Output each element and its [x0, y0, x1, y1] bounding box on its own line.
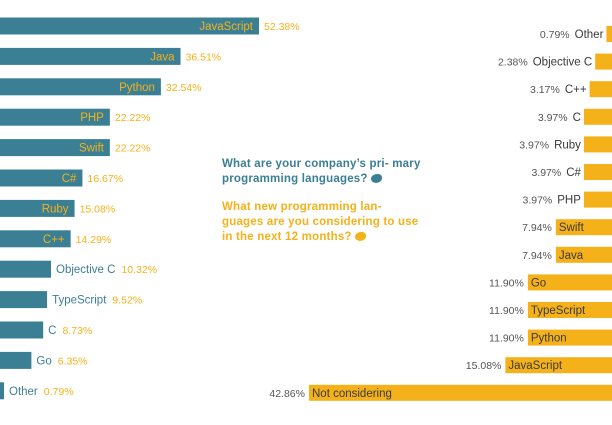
value-label-current-10: 8.73%: [62, 325, 92, 337]
value-label-new-3: 3.97%: [538, 112, 568, 124]
value-label-new-0: 0.79%: [540, 29, 570, 41]
bar-current-11: [0, 351, 32, 369]
bar-new-4: [583, 136, 612, 153]
question-current: What are your company’s pri- mary progra…: [222, 157, 422, 187]
bar-current-0: [0, 17, 259, 35]
twitter-bird-icon[interactable]: [354, 232, 366, 241]
category-label-new-10: TypeScript: [531, 305, 586, 317]
bar-new-5: [583, 164, 612, 180]
category-label-new-5: C#: [566, 167, 581, 179]
value-label-new-10: 11.90%: [489, 305, 524, 317]
value-label-new-6: 3.97%: [522, 195, 552, 207]
category-label-current-12: Other: [9, 386, 38, 398]
bar-new-10: [527, 302, 612, 318]
bar-new-11: [527, 329, 612, 346]
question-current-text: What are your company’s pri- mary progra…: [222, 158, 421, 185]
value-label-new-12: 15.08%: [466, 360, 502, 372]
value-label-current-12: 0.79%: [44, 386, 74, 398]
value-label-new-4: 3.97%: [519, 139, 549, 151]
category-label-new-13: Not considering: [312, 388, 392, 400]
category-label-current-11: Go: [36, 355, 51, 367]
bar-current-7: [0, 230, 71, 248]
bar-new-1: [595, 53, 612, 70]
category-label-current-9: TypeScript: [52, 295, 107, 307]
category-label-current-1: Java: [150, 51, 175, 63]
bar-current-3: [0, 108, 110, 126]
category-label-current-8: Objective C: [56, 264, 115, 276]
category-label-current-7: C++: [43, 234, 65, 246]
bar-current-9: [0, 291, 48, 309]
category-label-new-12: JavaScript: [508, 360, 562, 372]
bar-new-0: [606, 26, 612, 42]
bar-current-12: [0, 382, 4, 400]
category-label-current-6: Ruby: [42, 203, 69, 215]
value-label-new-13: 42.86%: [269, 388, 305, 400]
bar-new-7: [555, 219, 612, 236]
value-label-new-9: 11.90%: [489, 277, 524, 289]
category-label-new-11: Python: [531, 333, 567, 345]
category-label-current-3: PHP: [80, 112, 104, 124]
value-label-current-3: 22.22%: [115, 112, 151, 124]
value-label-new-11: 11.90%: [489, 333, 524, 345]
value-label-new-1: 2.38%: [498, 57, 528, 69]
bar-new-8: [555, 246, 612, 263]
category-label-current-10: C: [48, 325, 56, 337]
value-label-new-7: 7.94%: [522, 222, 552, 234]
value-label-current-8: 10.32%: [121, 264, 157, 276]
value-label-new-8: 7.94%: [522, 250, 552, 262]
bar-current-1: [0, 47, 181, 65]
bar-current-8: [0, 260, 52, 278]
category-label-new-3: C: [573, 112, 581, 124]
question-new: What new programming lan- guages are you…: [222, 200, 422, 245]
bar-current-4: [0, 139, 110, 157]
category-label-current-0: JavaScript: [199, 21, 253, 33]
value-label-current-5: 16.67%: [87, 173, 123, 185]
value-label-current-4: 22.22%: [115, 143, 151, 155]
category-label-new-6: PHP: [557, 195, 581, 207]
bar-new-3: [583, 108, 612, 125]
value-label-new-2: 3.17%: [530, 84, 560, 96]
bar-new-9: [527, 274, 612, 291]
bar-new-6: [583, 191, 612, 208]
value-label-current-7: 14.29%: [76, 234, 112, 246]
category-label-current-4: Swift: [79, 143, 105, 155]
twitter-bird-icon[interactable]: [370, 174, 382, 183]
bar-current-10: [0, 321, 44, 339]
value-label-current-11: 6.35%: [58, 355, 88, 367]
category-label-new-9: Go: [531, 277, 546, 289]
question-new-text: What new programming lan- guages are you…: [222, 201, 419, 243]
category-label-new-4: Ruby: [554, 139, 581, 151]
bar-current-2: [0, 78, 161, 96]
category-label-current-2: Python: [119, 82, 155, 94]
value-label-current-2: 32.54%: [166, 82, 202, 94]
bar-new-13: [309, 384, 612, 401]
bar-new-12: [505, 357, 612, 374]
value-label-current-6: 15.08%: [80, 203, 116, 215]
bar-current-6: [0, 199, 75, 217]
value-label-current-1: 36.51%: [186, 51, 222, 63]
category-label-new-7: Swift: [559, 222, 585, 234]
category-label-new-1: Objective C: [533, 57, 592, 69]
category-label-new-8: Java: [559, 250, 584, 262]
category-label-current-5: C#: [62, 173, 77, 185]
bar-current-5: [0, 169, 83, 187]
category-label-new-0: Other: [575, 29, 604, 41]
bar-new-2: [589, 81, 612, 98]
category-label-new-2: C++: [565, 84, 587, 96]
value-label-current-9: 9.52%: [112, 295, 142, 307]
value-label-current-0: 52.38%: [264, 21, 300, 33]
value-label-new-5: 3.97%: [531, 167, 561, 179]
